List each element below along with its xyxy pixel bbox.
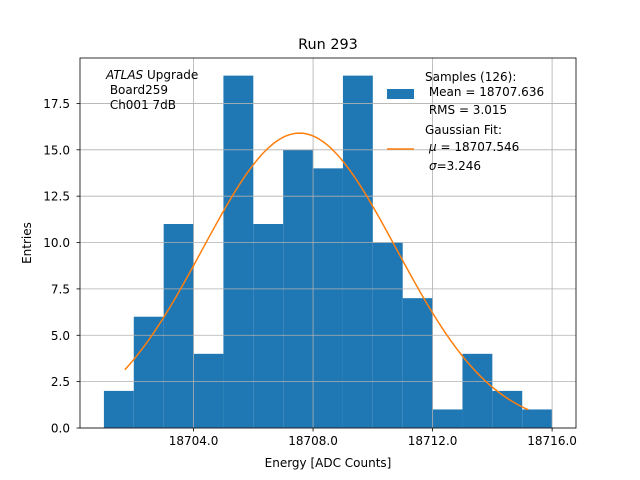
y-tick-label: 12.5 [43, 190, 70, 204]
y-axis-label: Entries [20, 222, 34, 264]
sigma-symbol: σ [429, 159, 437, 173]
histogram-bar [432, 409, 463, 428]
y-tick-label: 10.0 [43, 236, 70, 250]
x-tick-label: 18712.0 [408, 434, 458, 448]
grid-lines [80, 58, 576, 429]
y-tick-label: 15.0 [43, 143, 70, 157]
legend-samples-swatch [387, 89, 414, 99]
legend-samples-line-1: Samples (126): [425, 70, 516, 84]
histogram-bar [193, 353, 224, 428]
histogram-bar [342, 75, 373, 428]
histogram-bar [522, 409, 553, 428]
chart-title: Run 293 [298, 37, 358, 53]
histogram-bar [492, 390, 523, 428]
x-axis-label: Energy [ADC Counts] [265, 456, 392, 470]
legend-fit-sigma: σ=3.246 [429, 159, 481, 173]
y-tick-label: 7.5 [51, 282, 70, 296]
mu-symbol: μ [428, 140, 437, 154]
sigma-value: =3.246 [437, 159, 481, 173]
histogram-bar [133, 316, 164, 428]
x-tick-label: 18704.0 [169, 434, 219, 448]
atlas-annotation: ATLAS Upgrade Board259 Ch001 7dB [105, 68, 198, 112]
annotation-line-2: Board259 [106, 83, 168, 97]
x-tick-label: 18708.0 [288, 434, 338, 448]
legend-fit-mu: μ = 18707.546 [428, 140, 519, 154]
legend: Samples (126): Mean = 18707.636 RMS = 3.… [387, 70, 544, 173]
legend-samples-line-3: RMS = 3.015 [425, 103, 507, 117]
atlas-label: ATLAS [105, 68, 144, 82]
histogram-bar [223, 75, 254, 428]
gaussian-fit-curve [124, 132, 529, 411]
annotation-line-3: Ch001 7dB [106, 98, 176, 112]
histogram-bar [253, 223, 284, 428]
x-tick-label: 18716.0 [527, 434, 577, 448]
histogram-bar [462, 353, 493, 428]
legend-fit-title: Gaussian Fit: [425, 123, 502, 137]
histogram-bar [313, 168, 343, 428]
histogram-bar [163, 223, 194, 428]
histogram-bar [402, 298, 433, 428]
histogram-bar [103, 390, 134, 428]
x-axis-ticks: 18704.0 18708.0 18712.0 18716.0 [169, 428, 577, 448]
y-tick-label: 2.5 [51, 375, 70, 389]
legend-samples-line-2: Mean = 18707.636 [425, 85, 544, 99]
y-axis-ticks: 0.0 2.5 5.0 7.5 10.0 12.5 15.0 17.5 [43, 97, 80, 436]
y-tick-label: 0.0 [51, 422, 70, 436]
annotation-line-1: ATLAS Upgrade [105, 68, 198, 82]
mu-value: = 18707.546 [437, 140, 520, 154]
y-tick-label: 17.5 [43, 97, 70, 111]
upgrade-label: Upgrade [143, 68, 198, 82]
plot-frame [79, 57, 577, 429]
y-tick-label: 5.0 [51, 329, 70, 343]
